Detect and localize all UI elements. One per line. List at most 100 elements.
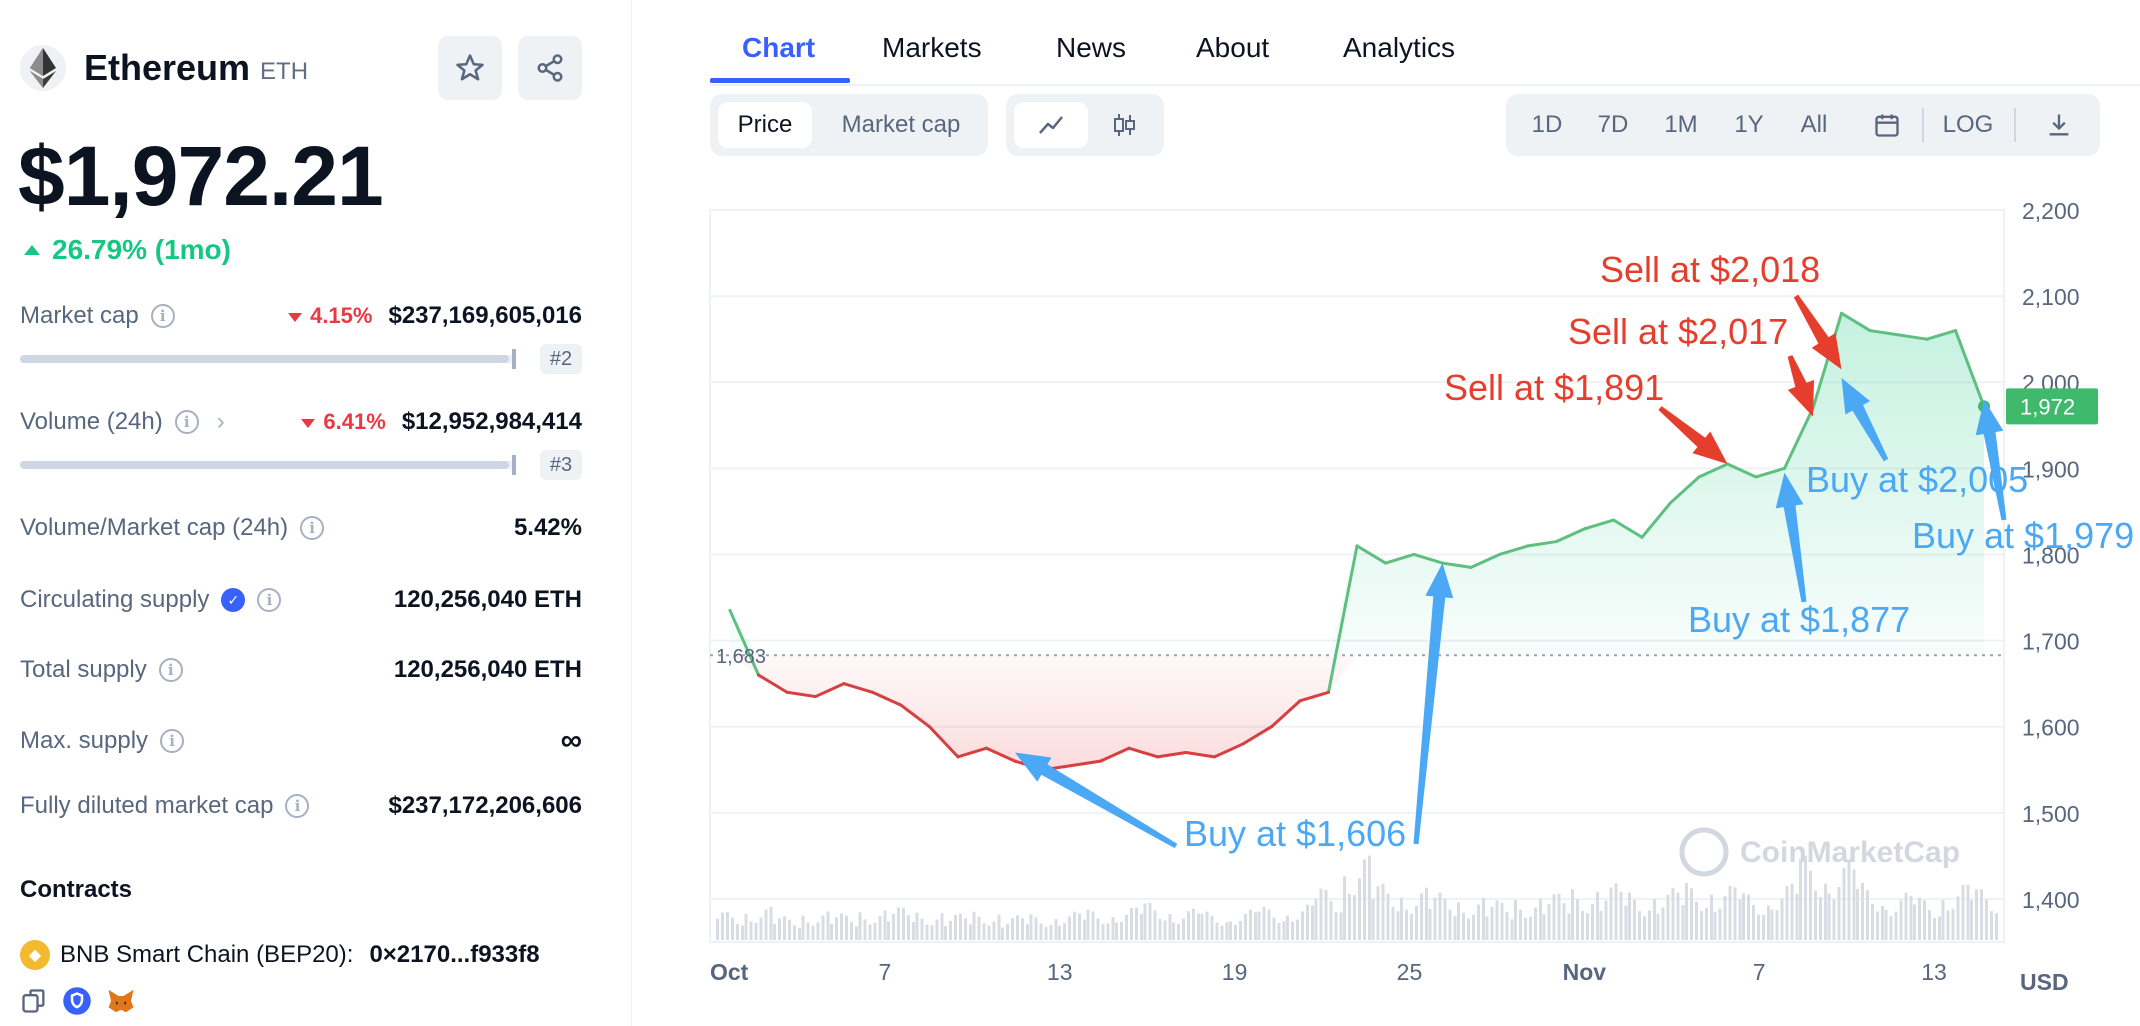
- volume-bar: [1049, 924, 1053, 940]
- candlestick-chart-button[interactable]: [1092, 102, 1156, 148]
- volume-bar: [835, 917, 838, 940]
- circulating-supply-value: 120,256,040 ETH: [393, 586, 582, 613]
- volume-bar: [1718, 908, 1722, 940]
- volume-bar: [1894, 911, 1898, 940]
- info-icon[interactable]: i: [158, 658, 183, 682]
- price-line-segment: [1811, 311, 1843, 410]
- coinmarketcap-watermark: CoinMarketCap: [1679, 827, 1960, 877]
- volume-bar: [1904, 892, 1908, 940]
- contract-row[interactable]: ◆ BNB Smart Chain (BEP20): 0×2170...f933…: [20, 940, 540, 970]
- buy-arrow: [1775, 472, 1807, 603]
- download-button[interactable]: [2030, 102, 2088, 148]
- share-button[interactable]: [518, 36, 582, 100]
- log-scale-button[interactable]: LOG: [1942, 111, 1994, 138]
- info-icon[interactable]: i: [174, 410, 199, 434]
- verified-check-icon: ✓: [221, 588, 246, 612]
- tab-analytics[interactable]: Analytics: [1343, 32, 1456, 63]
- contract-address[interactable]: 0×2170...f933f8: [369, 941, 540, 968]
- price-toggle-button[interactable]: Price: [718, 102, 812, 148]
- info-icon[interactable]: i: [285, 794, 310, 818]
- volume-bar: [1177, 923, 1180, 940]
- volume-bar: [1011, 918, 1014, 940]
- shield-icon[interactable]: [62, 986, 92, 1016]
- sell-annotation-label: Sell at $2,018: [1600, 249, 1820, 290]
- copy-icon[interactable]: [20, 987, 48, 1015]
- price-chart-svg[interactable]: 2,2002,1002,0001,9001,8001,7001,6001,500…: [700, 190, 2140, 1020]
- price-line-segment: [1498, 544, 1530, 556]
- volume-change: 6.41%: [301, 409, 386, 435]
- info-icon[interactable]: i: [257, 588, 282, 612]
- price-line-segment: [1412, 552, 1444, 565]
- volume-bar: [1666, 894, 1670, 940]
- price-point: [1925, 337, 1929, 341]
- volume-bar: [821, 915, 825, 940]
- market-cap-rank-bar-fill: [20, 355, 510, 363]
- metamask-fox-icon[interactable]: [106, 986, 136, 1016]
- price-line-segment: [1298, 690, 1330, 703]
- volume-bar: [1633, 899, 1636, 940]
- y-tick-label: 1,400: [2022, 887, 2080, 913]
- volume-bar: [1381, 883, 1385, 940]
- volume-bar: [1016, 915, 1019, 940]
- volume-bar: [1462, 912, 1465, 940]
- volume-bar: [1609, 887, 1613, 940]
- volume-bar: [1539, 898, 1542, 940]
- price-line-segment: [1355, 544, 1387, 565]
- price-point: [1754, 475, 1758, 479]
- volume-rank-badge: #3: [540, 450, 582, 480]
- chevron-right-icon[interactable]: ›: [216, 408, 225, 435]
- market-cap-row: Market cap i 4.15% $237,169,605,016: [20, 302, 582, 330]
- max-supply-value: ∞: [560, 724, 582, 757]
- volume-label: Volume (24h): [20, 408, 163, 435]
- range-7d-button[interactable]: 7D: [1597, 111, 1629, 138]
- price-line-segment: [1441, 561, 1473, 569]
- tab-about[interactable]: About: [1196, 32, 1270, 63]
- range-1m-button[interactable]: 1M: [1664, 111, 1698, 138]
- volume-bar: [1143, 903, 1147, 940]
- tab-chart[interactable]: Chart: [742, 32, 816, 63]
- volume-bar: [1591, 904, 1594, 940]
- volume-bar: [1130, 907, 1133, 940]
- price-line-segment: [757, 673, 789, 694]
- volume-bar: [1039, 923, 1043, 940]
- range-1d-button[interactable]: 1D: [1531, 111, 1563, 138]
- volume-bar: [1785, 886, 1789, 940]
- volume-bar: [1425, 887, 1428, 940]
- info-icon[interactable]: i: [300, 516, 325, 540]
- price-chart[interactable]: 2,200 2,100 2,000 1,900 1,800 1,700 1,600 1,500…: [700, 190, 2140, 1020]
- info-icon[interactable]: i: [150, 304, 175, 328]
- price-point: [1127, 746, 1131, 750]
- tab-news[interactable]: News: [1056, 32, 1127, 63]
- price-line-segment: [871, 690, 903, 707]
- volume-bar: [1140, 914, 1143, 940]
- market-cap-toggle-button[interactable]: Market cap: [841, 111, 961, 138]
- date-picker-button[interactable]: [1856, 102, 1918, 148]
- volume-bar: [1500, 902, 1504, 940]
- price-point: [928, 725, 931, 729]
- volume-bar: [1975, 889, 1978, 940]
- volume-bar: [1324, 890, 1328, 940]
- x-tick-label: 13: [1047, 959, 1073, 985]
- volume-bar: [1254, 912, 1257, 940]
- volume-bar: [1319, 888, 1323, 940]
- volume-bar: [1448, 909, 1452, 940]
- volume-bar: [1681, 905, 1685, 940]
- range-all-button[interactable]: All: [1800, 111, 1828, 138]
- volume-bar: [811, 925, 815, 940]
- volume-bar: [1780, 898, 1784, 940]
- volume-bar: [1078, 913, 1081, 940]
- line-chart-button[interactable]: [1014, 102, 1088, 148]
- volume-bar: [1168, 913, 1172, 940]
- volume-bar: [1329, 901, 1333, 940]
- price-point: [1583, 527, 1587, 531]
- price-point: [842, 682, 846, 686]
- range-1y-button[interactable]: 1Y: [1734, 111, 1764, 138]
- price-point: [1355, 544, 1359, 548]
- volume-bar: [1200, 913, 1204, 940]
- info-icon[interactable]: i: [160, 729, 185, 753]
- buy-arrow: [1841, 377, 1889, 462]
- volume-bar: [1239, 921, 1242, 940]
- tab-markets[interactable]: Markets: [882, 32, 982, 63]
- watchlist-star-button[interactable]: [438, 36, 502, 100]
- price-point: [814, 695, 817, 699]
